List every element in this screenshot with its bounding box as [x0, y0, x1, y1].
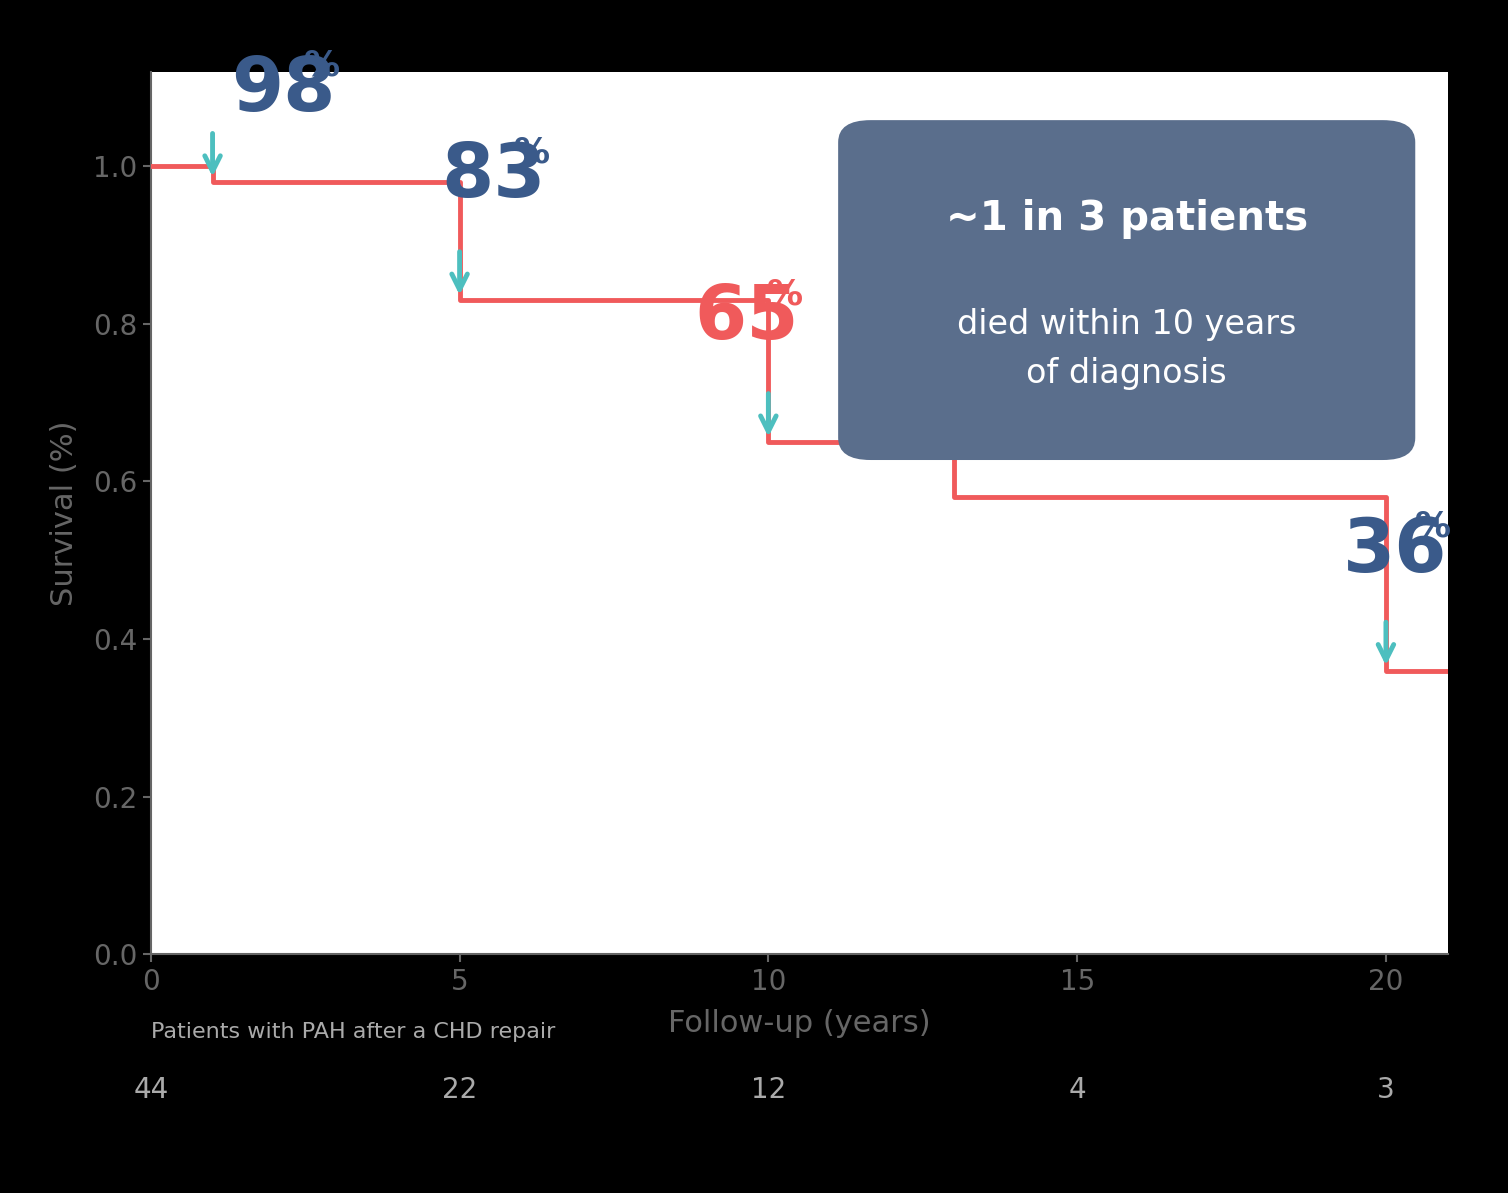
- Text: 12: 12: [751, 1076, 786, 1104]
- Text: 4: 4: [1068, 1076, 1086, 1104]
- Text: 22: 22: [442, 1076, 477, 1104]
- Text: 44: 44: [133, 1076, 169, 1104]
- Text: 36: 36: [1342, 515, 1448, 588]
- Text: %: %: [514, 135, 550, 169]
- Text: 65: 65: [694, 283, 799, 356]
- Text: %: %: [1416, 509, 1451, 544]
- Y-axis label: Survival (%): Survival (%): [50, 420, 80, 606]
- Text: 98: 98: [231, 54, 335, 126]
- Text: Patients with PAH after a CHD repair: Patients with PAH after a CHD repair: [151, 1022, 555, 1041]
- Text: 83: 83: [440, 141, 546, 214]
- Text: died within 10 years
of diagnosis: died within 10 years of diagnosis: [958, 309, 1297, 390]
- Text: %: %: [768, 277, 802, 311]
- Text: %: %: [303, 49, 339, 82]
- FancyBboxPatch shape: [838, 120, 1415, 460]
- Text: ~1 in 3 patients: ~1 in 3 patients: [946, 199, 1307, 239]
- X-axis label: Follow-up (years): Follow-up (years): [668, 1009, 930, 1038]
- Polygon shape: [151, 166, 1448, 954]
- Text: 3: 3: [1377, 1076, 1395, 1104]
